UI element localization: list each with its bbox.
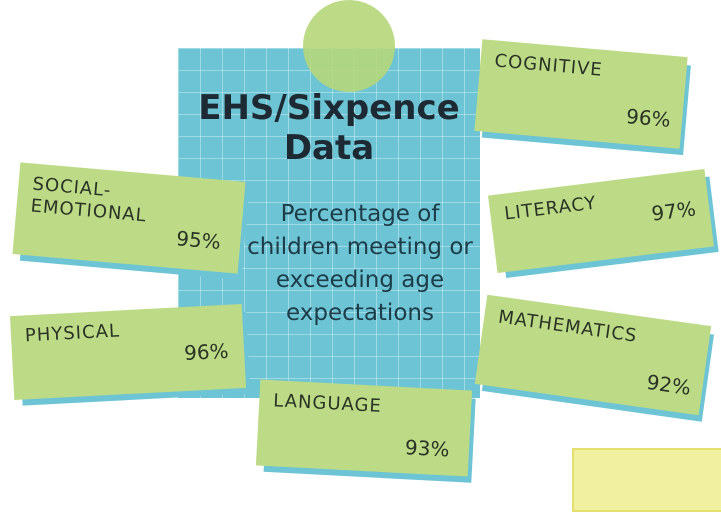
subtitle: Percentage of children meeting or exceed… [240,198,480,330]
stat-value: 93% [404,435,450,461]
title: EHS/Sixpence Data [178,88,480,168]
stat-value: 95% [175,226,221,254]
stat-value: 96% [184,339,230,365]
pin [303,0,395,92]
stat-value: 96% [625,104,671,132]
stat-label: SOCIAL-EMOTIONAL [30,174,143,227]
stat-card: SOCIAL-EMOTIONAL 95% [12,162,245,273]
page: {"title": "EHS/Sixpence Data", "subtitle… [0,0,721,489]
sticky-note [572,448,721,512]
